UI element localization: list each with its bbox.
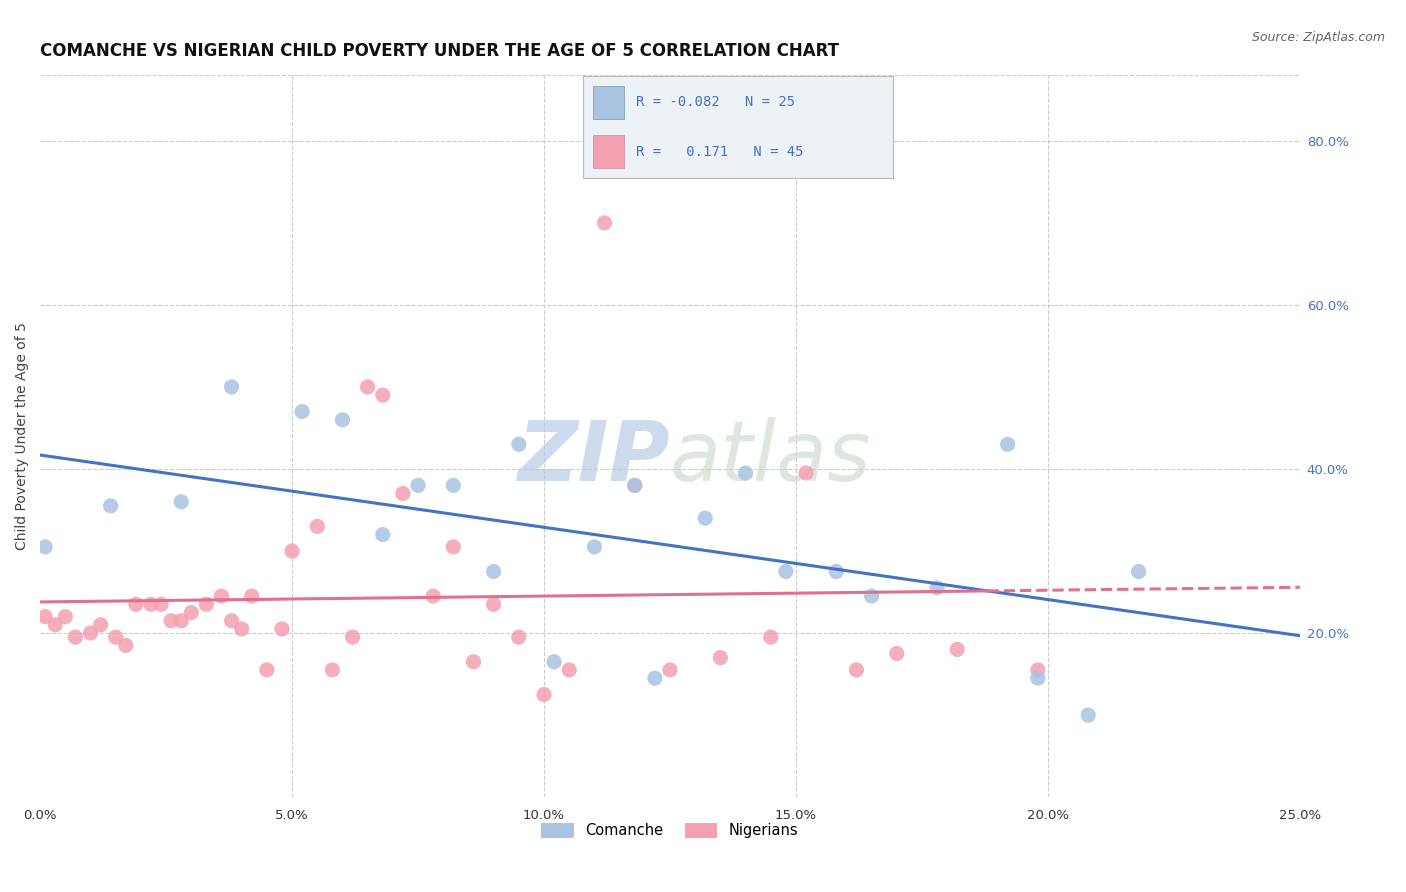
Point [65, 630, 87, 644]
Point [53, 609, 76, 624]
FancyBboxPatch shape [593, 87, 624, 119]
Point [508, 630, 530, 644]
Text: R =   0.171   N = 45: R = 0.171 N = 45 [636, 145, 804, 159]
Point [79, 626, 101, 640]
Point [332, 413, 354, 427]
Point [558, 663, 581, 677]
Point [946, 642, 969, 657]
Point [256, 663, 278, 677]
Point [406, 478, 429, 492]
Point [44, 617, 66, 632]
Point [392, 486, 415, 500]
Point [90, 617, 112, 632]
Point [371, 527, 394, 541]
Point [1026, 671, 1049, 685]
Point [583, 540, 606, 554]
Point [342, 630, 364, 644]
Point [463, 655, 485, 669]
Point [271, 622, 294, 636]
Point [441, 478, 464, 492]
Point [180, 606, 202, 620]
Point [925, 581, 948, 595]
Point [623, 478, 645, 492]
Point [593, 216, 616, 230]
Point [659, 663, 682, 677]
Point [695, 511, 717, 525]
Point [441, 540, 464, 554]
Point [139, 597, 162, 611]
Point [281, 544, 304, 558]
Point [1077, 708, 1099, 723]
Point [482, 565, 505, 579]
Point [211, 589, 233, 603]
Y-axis label: Child Poverty Under the Age of 5: Child Poverty Under the Age of 5 [15, 322, 30, 550]
Point [422, 589, 444, 603]
Point [221, 614, 243, 628]
Point [1128, 565, 1150, 579]
Point [291, 404, 314, 418]
Point [34, 609, 56, 624]
Point [825, 565, 848, 579]
Point [307, 519, 329, 533]
Point [734, 466, 756, 480]
Point [100, 499, 122, 513]
Point [997, 437, 1019, 451]
Point [886, 647, 908, 661]
Legend: Comanche, Nigerians: Comanche, Nigerians [536, 817, 804, 844]
Point [321, 663, 343, 677]
Point [623, 478, 645, 492]
Point [170, 614, 193, 628]
Point [240, 589, 263, 603]
Point [794, 466, 817, 480]
Point [1026, 663, 1049, 677]
Text: Source: ZipAtlas.com: Source: ZipAtlas.com [1251, 31, 1385, 45]
Text: COMANCHE VS NIGERIAN CHILD POVERTY UNDER THE AGE OF 5 CORRELATION CHART: COMANCHE VS NIGERIAN CHILD POVERTY UNDER… [41, 42, 839, 60]
Point [543, 655, 565, 669]
Point [482, 597, 505, 611]
Point [104, 630, 127, 644]
Point [860, 589, 883, 603]
Point [356, 380, 378, 394]
Point [231, 622, 253, 636]
Point [221, 380, 243, 394]
Text: ZIP: ZIP [517, 417, 671, 499]
Point [533, 688, 555, 702]
Point [759, 630, 782, 644]
FancyBboxPatch shape [593, 136, 624, 168]
Point [150, 597, 173, 611]
Point [170, 495, 193, 509]
Point [160, 614, 183, 628]
Point [371, 388, 394, 402]
Text: R = -0.082   N = 25: R = -0.082 N = 25 [636, 95, 796, 110]
Point [709, 650, 731, 665]
Text: atlas: atlas [671, 417, 872, 499]
Point [125, 597, 148, 611]
Point [34, 540, 56, 554]
Point [195, 597, 218, 611]
Point [114, 638, 136, 652]
Point [845, 663, 868, 677]
Point [775, 565, 797, 579]
Point [644, 671, 666, 685]
Point [508, 437, 530, 451]
